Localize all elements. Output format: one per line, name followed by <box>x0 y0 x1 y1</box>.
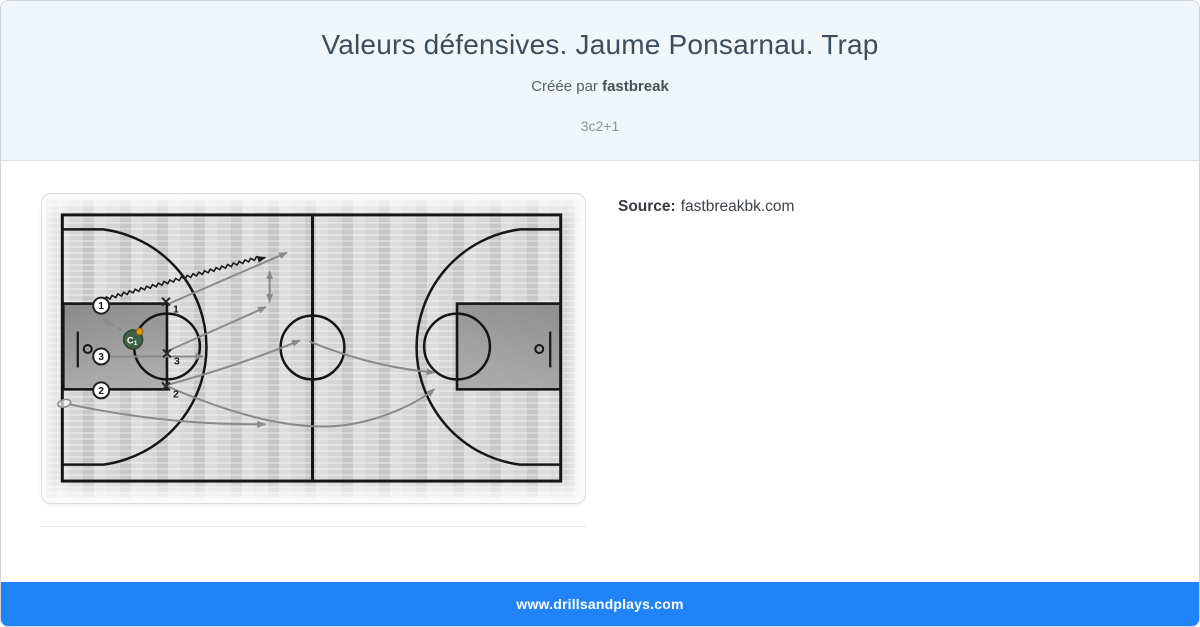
byline-prefix: Créée par <box>531 78 598 95</box>
byline: Créée par fastbreak <box>1 78 1199 95</box>
dribble-zigzag <box>103 255 267 302</box>
left-rim <box>82 344 93 354</box>
divider <box>42 526 586 527</box>
player-1-label: 1 <box>98 301 104 312</box>
offense-players: 1 3 2 <box>92 296 111 400</box>
page-title: Valeurs défensives. Jaume Ponsarnau. Tra… <box>321 29 879 60</box>
left-three-point-line <box>62 228 208 466</box>
footer: www.drillsandplays.com <box>1 582 1199 626</box>
deep-run-to-right-arrow <box>162 383 436 428</box>
defender-x3 <box>162 348 172 359</box>
player-1-circle <box>92 296 111 315</box>
right-three-point-line <box>415 228 561 466</box>
ball-start-marker <box>57 398 72 409</box>
footer-site-link[interactable]: www.drillsandplays.com <box>516 596 684 612</box>
zigzag-path <box>103 255 267 302</box>
byline-author: fastbreak <box>602 78 669 95</box>
center-to-right-ft-arrow <box>309 340 436 376</box>
source-value: fastbreakbk.com <box>680 198 795 215</box>
source-line: Source: fastbreakbk.com <box>618 198 794 216</box>
defender-x1-label: 1 <box>173 305 179 316</box>
defender3-up-arrow <box>168 306 268 352</box>
baseline-run-arrow <box>69 403 267 428</box>
main-content: 1 3 2 1 3 2 C1 <box>1 161 1199 583</box>
source-label: Source: <box>618 198 676 215</box>
court-markings <box>60 213 563 483</box>
defender-labels: 1 3 2 <box>173 305 180 401</box>
defender-x3-label: 3 <box>174 356 180 367</box>
court-svg: 1 3 2 1 3 2 C1 <box>57 213 563 483</box>
coach-c1: C1 <box>122 327 144 350</box>
defenders <box>161 296 172 392</box>
coach-label: C1 <box>127 336 138 347</box>
right-rim <box>534 344 545 354</box>
player-3-label: 3 <box>98 352 104 363</box>
defender1-chase-arrow <box>168 251 288 305</box>
player-2-label: 2 <box>98 386 104 397</box>
player-2-circle <box>92 381 111 400</box>
defender2-to-center-arrow <box>168 339 301 386</box>
ball-icon <box>135 327 144 336</box>
defender-x1 <box>161 296 171 307</box>
defender-x2 <box>161 381 171 392</box>
header: Valeurs défensives. Jaume Ponsarnau. Tra… <box>1 1 1199 161</box>
play-code: 3c2+1 <box>580 118 620 134</box>
court-diagram-image: 1 3 2 1 3 2 C1 <box>41 193 586 504</box>
right-ft-circle <box>422 312 492 381</box>
movement-arrows <box>57 251 436 428</box>
defender-x2-label: 2 <box>173 389 179 400</box>
player-3-circle <box>92 347 111 366</box>
